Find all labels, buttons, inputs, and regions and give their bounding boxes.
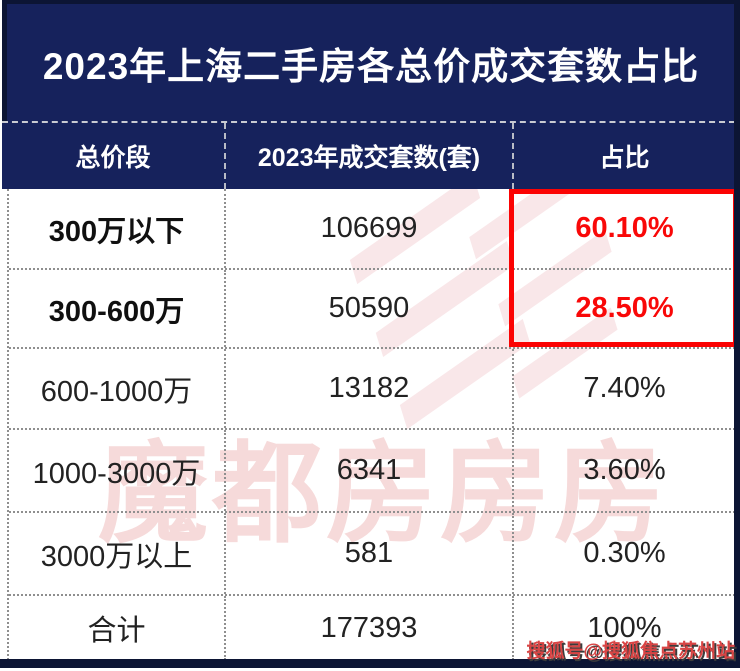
table-row: 1000-3000万 6341 3.60%	[9, 428, 735, 511]
table-row: 300-600万 50590 28.50%	[9, 268, 735, 347]
deal-count-cell: 13182	[224, 349, 512, 428]
title-banner: 2023年上海二手房各总价成交套数占比	[2, 0, 735, 121]
price-range-cell: 合计	[87, 615, 146, 647]
price-range-cell: 1000-3000万	[32, 457, 201, 490]
table-body: 300万以下 106699 60.10% 300-600万 50590 28.5…	[7, 189, 735, 660]
deal-count-cell: 177393	[224, 596, 512, 660]
watermark-text: 魔都房房房	[98, 433, 668, 556]
source-credit: 搜狐号@搜狐焦点苏州站	[526, 641, 735, 662]
header-price-range: 总价段	[75, 144, 151, 172]
share-cell: 0.30%	[512, 513, 735, 594]
table-row-total: 合计 177393 100%	[9, 594, 735, 660]
table-bottom-border	[0, 659, 740, 668]
header-share: 占比	[512, 123, 735, 189]
price-range-cell: 300-600万	[48, 295, 185, 328]
header-deal-count: 2023年成交套数(套)	[224, 123, 512, 189]
deal-count-cell: 6341	[224, 430, 512, 511]
deal-count-cell: 50590	[224, 270, 512, 347]
deal-count-cell: 106699	[224, 189, 512, 268]
price-range-cell: 300万以下	[48, 215, 185, 248]
page-title: 2023年上海二手房各总价成交套数占比	[42, 45, 700, 87]
share-cell: 28.50%	[512, 270, 735, 347]
price-range-cell: 3000万以上	[40, 540, 193, 573]
highlight-box	[509, 189, 738, 347]
deal-count-cell: 581	[224, 513, 512, 594]
share-cell: 7.40%	[512, 349, 735, 428]
table-header-row: 总价段 2023年成交套数(套) 占比	[2, 121, 735, 189]
share-cell: 3.60%	[512, 430, 735, 511]
table-row: 300万以下 106699 60.10%	[9, 189, 735, 268]
table-row: 600-1000万 13182 7.40%	[9, 347, 735, 428]
table-row: 3000万以上 581 0.30%	[9, 511, 735, 594]
table-right-border	[734, 0, 740, 660]
price-range-cell: 600-1000万	[40, 375, 193, 408]
share-cell: 100%	[512, 596, 735, 660]
